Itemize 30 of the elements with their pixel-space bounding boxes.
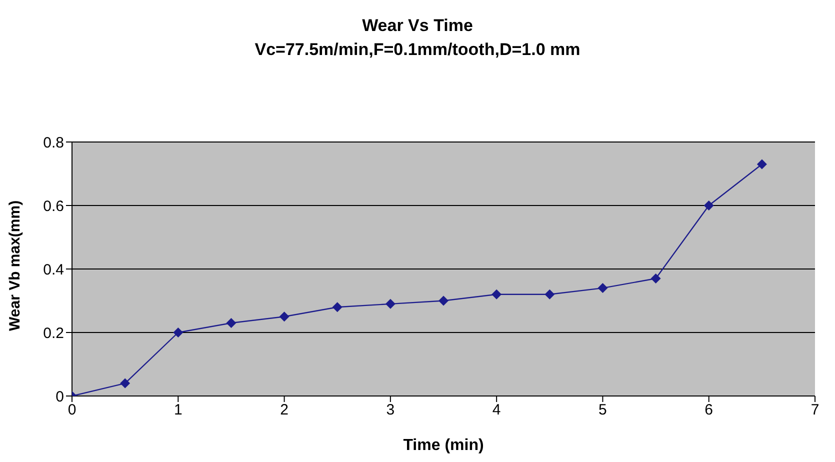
y-axis-title: Wear Vb max(mm) (6, 200, 24, 331)
point (385, 298, 396, 309)
point (226, 318, 236, 328)
chart-subtitle: Vc=77.5m/min,F=0.1mm/tooth,D=1.0 mm (254, 39, 582, 61)
point (438, 296, 448, 306)
chart-title: Wear Vs Time (361, 15, 474, 37)
y-tick-label: 0.6 (43, 198, 64, 215)
x-tick-label: 2 (280, 402, 288, 419)
point (332, 302, 342, 312)
x-tick-label: 5 (598, 402, 607, 419)
x-axis-title: Time (min) (403, 437, 484, 454)
x-tick-label: 7 (810, 402, 820, 419)
point (279, 312, 290, 322)
y-tick-label: 0 (56, 388, 64, 406)
y-tick-label: 0.8 (43, 134, 64, 152)
y-tick-label: 0.4 (43, 261, 64, 278)
point (492, 289, 502, 300)
point (598, 283, 608, 294)
point (173, 328, 184, 338)
y-tick-label: 0.2 (43, 324, 64, 342)
x-tick-label: 0 (68, 402, 76, 419)
point (544, 289, 555, 300)
point (756, 159, 767, 170)
x-tick-label: 6 (704, 402, 714, 419)
point (704, 200, 714, 210)
point (120, 378, 130, 388)
x-tick-label: 4 (492, 402, 501, 419)
x-tick-label: 1 (174, 402, 182, 419)
point (650, 274, 661, 284)
x-tick-label: 3 (386, 402, 395, 419)
